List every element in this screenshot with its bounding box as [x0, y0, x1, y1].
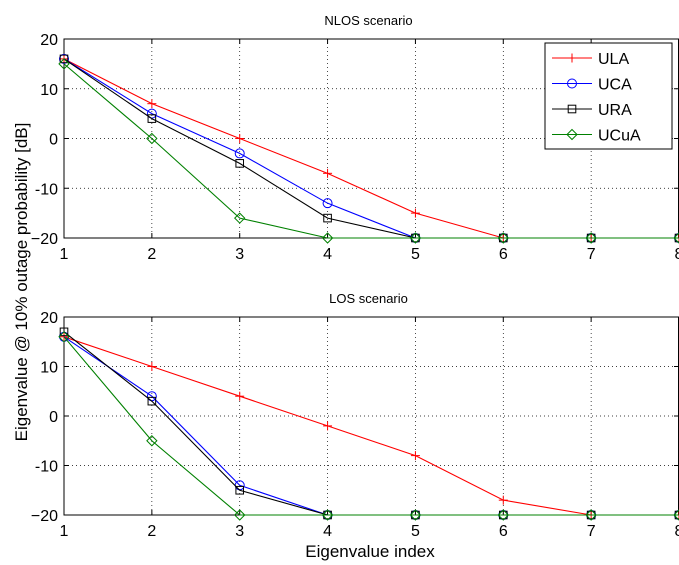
legend-item-ura: URA: [552, 102, 632, 119]
data-point: [58, 58, 70, 70]
y-tick-label: 0: [49, 409, 58, 426]
data-point: [59, 327, 69, 337]
chart-title: NLOS scenario: [324, 13, 412, 28]
legend-box: [544, 42, 673, 150]
y-tick-label: 20: [40, 32, 58, 49]
data-point: [59, 54, 69, 64]
legend-label: URA: [598, 102, 632, 119]
data-point: [235, 485, 245, 495]
data-point: [321, 509, 334, 521]
data-point: [58, 331, 70, 343]
data-point: [410, 208, 420, 218]
chart-panel-1: 1 2 3 4 5 6 7 8 20 10 0 -10 −20 NLOS scenario ULA UCA UR…: [31, 13, 679, 263]
data-point: [59, 53, 69, 64]
x-tick-label: 1: [60, 523, 69, 540]
data-point: [410, 451, 420, 461]
x-tick-label: 3: [235, 523, 244, 540]
legend-marker: [567, 78, 577, 89]
x-tick-label: 6: [499, 523, 508, 540]
data-point: [498, 495, 508, 505]
legend-marker: [567, 53, 577, 63]
data-point: [409, 232, 422, 244]
y-tick-label: 0: [49, 132, 58, 149]
x-tick-label: 7: [587, 523, 596, 540]
data-point: [673, 232, 679, 244]
data-point: [321, 232, 334, 244]
series-line: [63, 63, 679, 239]
x-tick-label: 4: [323, 523, 332, 540]
x-tick-label: 5: [411, 523, 420, 540]
chart-title: LOS scenario: [329, 291, 408, 306]
data-point: [323, 168, 333, 178]
data-point: [322, 198, 333, 209]
y-tick-label: −20: [31, 508, 58, 525]
x-tick-label: 1: [60, 246, 69, 263]
x-tick-label: 5: [411, 246, 420, 263]
x-axis-label: Eigenvalue index: [305, 542, 435, 561]
legend-label: ULA: [598, 51, 629, 68]
x-tick-label: 6: [499, 246, 508, 263]
chart-panel-2: 1 2 3 4 5 6 7 8 20 10 0 -10 −20 LOS scenario: [31, 291, 679, 540]
data-point: [235, 159, 245, 168]
legend-item-uca: UCA: [552, 77, 632, 94]
data-point: [497, 509, 509, 521]
x-tick-label: 7: [587, 246, 596, 263]
legend-item-ucua: UCuA: [552, 128, 641, 145]
data-point: [323, 213, 332, 223]
legend-item-ula: ULA: [552, 51, 629, 68]
legend-marker: [566, 128, 578, 141]
x-tick-label: 3: [235, 246, 244, 263]
legend-label: UCA: [598, 77, 632, 94]
series-line: [63, 336, 679, 516]
x-tick-label: 2: [147, 246, 156, 263]
series-ucua: [58, 331, 679, 521]
y-tick-label: 20: [40, 310, 58, 327]
y-tick-label: -10: [35, 459, 58, 476]
data-point: [235, 391, 245, 401]
data-point: [497, 232, 509, 244]
y-tick-label: 10: [40, 82, 58, 99]
data-point: [234, 212, 246, 224]
data-point: [147, 362, 157, 371]
x-tick-label: 4: [323, 246, 332, 263]
data-point: [147, 114, 157, 123]
x-tick-label: 8: [675, 523, 679, 540]
legend-marker: [567, 104, 577, 114]
data-point: [234, 509, 246, 521]
y-tick-label: -10: [35, 181, 58, 198]
data-point: [146, 132, 158, 145]
data-point: [147, 396, 157, 406]
legend-label: UCuA: [598, 128, 641, 145]
data-point: [234, 148, 245, 159]
data-point: [585, 232, 597, 244]
data-point: [409, 509, 422, 521]
data-point: [146, 435, 158, 447]
data-point: [147, 99, 157, 109]
data-point: [235, 134, 245, 143]
data-point: [323, 421, 333, 431]
y-tick-label: −20: [31, 231, 58, 248]
y-tick-label: 10: [40, 360, 58, 377]
x-tick-label: 8: [675, 246, 679, 263]
y-axis-label: Eigenvalue @ 10% outage probability [dB]: [12, 123, 31, 442]
data-point: [585, 509, 597, 521]
legend: ULA UCA URA UCuA: [544, 42, 673, 150]
series-line: [63, 336, 679, 516]
data-point: [673, 509, 679, 521]
series-ucua: [58, 58, 679, 244]
x-tick-label: 2: [147, 523, 156, 540]
